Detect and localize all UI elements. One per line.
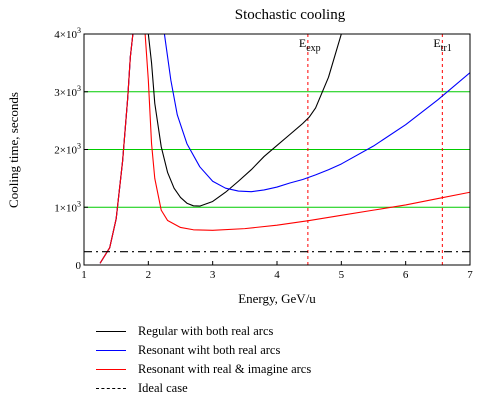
x-axis-ticks: 1 2 3 4 5 6 7 — [81, 261, 473, 281]
y-axis-label: Cooling time, seconds — [6, 92, 21, 208]
y-axis-ticks: 0 1×103 2×103 3×103 4×103 — [54, 26, 88, 272]
legend-label-2: Resonant with real & imagine arcs — [138, 362, 312, 376]
series-line-2 — [99, 34, 470, 264]
y-tick-label-4: 4×103 — [54, 26, 81, 41]
x-tick-label-1: 2 — [146, 269, 152, 281]
legend-item-0: Regular with both real arcs — [96, 322, 311, 341]
x-tick-label-0: 1 — [81, 269, 87, 281]
legend: Regular with both real arcs Resonant wiht… — [96, 322, 311, 398]
chart-title: Stochastic cooling — [235, 7, 346, 23]
data-series — [84, 34, 470, 264]
legend-swatch-2 — [96, 369, 126, 370]
marker-label-exp: Eexp — [299, 36, 321, 54]
y-tick-label-0: 0 — [76, 260, 82, 272]
x-tick-label-4: 5 — [339, 269, 345, 281]
legend-item-1: Resonant wiht both real arcs — [96, 341, 311, 360]
x-tick-label-6: 7 — [467, 269, 473, 281]
series-line-0 — [99, 34, 342, 264]
x-axis-label: Energy, GeV/u — [238, 291, 316, 306]
legend-swatch-0 — [96, 331, 126, 332]
y-tick-label-1: 1×103 — [54, 199, 81, 214]
marker-label-tr1: Etr1 — [433, 36, 451, 54]
legend-label-0: Regular with both real arcs — [138, 324, 274, 338]
y-tick-label-2: 2×103 — [54, 142, 81, 157]
x-tick-label-3: 4 — [274, 269, 280, 281]
legend-item-2: Resonant with real & imagine arcs — [96, 360, 311, 379]
legend-label-1: Resonant wiht both real arcs — [138, 343, 281, 357]
legend-swatch-3 — [96, 388, 126, 389]
series-line-1 — [99, 34, 470, 264]
y-tick-label-3: 3×103 — [54, 84, 81, 99]
legend-label-3: Ideal case — [138, 381, 188, 395]
x-tick-label-5: 6 — [403, 269, 409, 281]
legend-item-3: Ideal case — [96, 379, 311, 398]
x-tick-label-2: 3 — [210, 269, 216, 281]
grid-lines — [84, 91, 470, 208]
legend-swatch-1 — [96, 350, 126, 351]
